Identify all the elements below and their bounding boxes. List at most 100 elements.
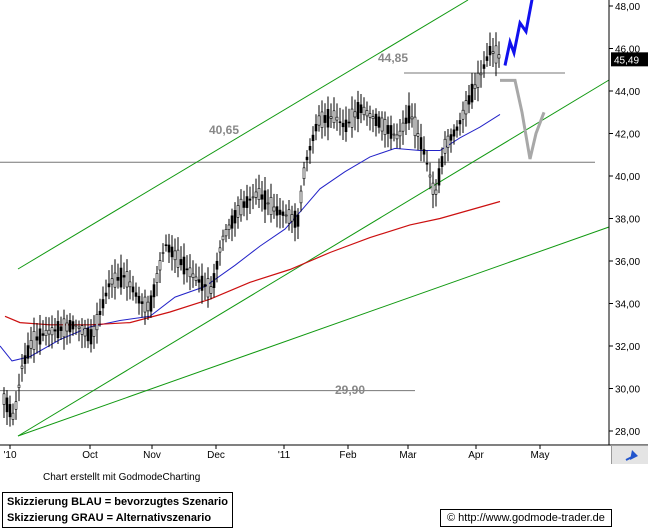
candle-body <box>188 267 192 278</box>
candle-body <box>146 301 150 312</box>
candle-body <box>215 260 219 270</box>
source-link[interactable]: © http://www.godmode-trader.de <box>440 509 612 527</box>
candle-body <box>254 191 258 198</box>
candle-body <box>458 120 462 125</box>
candle-body <box>491 51 495 54</box>
legend-blue: Skizzierung BLAU = bevorzugtes Szenario <box>7 496 228 508</box>
candle-body <box>38 328 42 345</box>
candle-body <box>341 122 345 128</box>
y-tick-label: 38,00 <box>615 215 640 226</box>
candle-body <box>281 211 285 216</box>
y-tick-label: 36,00 <box>615 257 640 268</box>
candle-body <box>296 214 300 227</box>
y-tick-label: 28,00 <box>615 427 640 438</box>
candle-body <box>74 324 78 327</box>
candle-body <box>431 182 435 195</box>
candle-body <box>362 106 366 116</box>
candle-body <box>233 210 237 224</box>
candle-body <box>203 284 207 287</box>
level-label: 44,85 <box>378 51 408 65</box>
candle-body <box>257 188 261 200</box>
candle-body <box>101 299 105 309</box>
candle-body <box>467 95 471 105</box>
candle-body <box>407 105 411 124</box>
candle-body <box>314 123 318 132</box>
candle-body <box>98 310 102 315</box>
candle-body <box>107 283 111 288</box>
candle-body <box>161 252 165 254</box>
candle-body <box>239 198 243 216</box>
candle-body <box>353 111 357 118</box>
candle-body <box>434 189 438 195</box>
candle-body <box>26 345 30 359</box>
candle-body <box>218 247 222 253</box>
candle-body <box>332 110 336 123</box>
candle-body <box>356 102 360 120</box>
candle-body <box>461 109 465 120</box>
candle-body <box>140 301 144 304</box>
candle-body <box>89 329 93 345</box>
candle-body <box>425 162 429 165</box>
candle-body <box>227 224 231 230</box>
candle-body <box>185 268 189 271</box>
candle-body <box>152 284 156 298</box>
candle-body <box>77 326 81 329</box>
chart-tool-button[interactable] <box>611 445 648 464</box>
y-tick-label: 34,00 <box>615 300 640 311</box>
candle-body <box>335 116 339 121</box>
candle-body <box>242 201 246 208</box>
candle-body <box>44 329 48 336</box>
level-label: 29,90 <box>335 383 365 397</box>
candle-body <box>377 116 381 128</box>
candle-body <box>290 214 294 222</box>
candle-body <box>422 149 426 155</box>
candle-body <box>437 168 441 186</box>
trend-line <box>17 79 610 437</box>
candle-body <box>149 295 153 312</box>
candle-body <box>248 198 252 201</box>
candle-body <box>173 250 177 261</box>
candle-body <box>131 286 135 293</box>
candle-body <box>224 229 228 237</box>
candle-body <box>389 125 393 139</box>
candle-body <box>65 322 69 332</box>
candle-body <box>110 278 114 285</box>
candle-body <box>56 321 60 339</box>
candle-body <box>293 210 297 228</box>
candle-body <box>20 365 24 369</box>
y-tick-label: 44,00 <box>615 87 640 98</box>
candle-body <box>119 267 123 288</box>
candle-body <box>206 278 210 298</box>
candle-body <box>347 121 351 124</box>
preferred-scenario-path <box>503 0 534 66</box>
y-tick-label: 40,00 <box>615 172 640 183</box>
candle-body <box>476 72 480 88</box>
candle-body <box>170 246 174 258</box>
candle-body <box>365 110 369 117</box>
candle-body <box>41 333 45 336</box>
candle-body <box>473 84 477 89</box>
candle-body <box>47 329 51 335</box>
candle-body <box>386 125 390 134</box>
candle-body <box>278 209 282 215</box>
candle-body <box>95 314 99 331</box>
candle-body <box>383 119 387 135</box>
candle-body <box>470 83 474 103</box>
candle-body <box>419 137 423 150</box>
candle-body <box>494 45 498 64</box>
x-tick-label: Dec <box>207 450 225 461</box>
candle-body <box>338 121 342 124</box>
candle-body <box>230 215 234 229</box>
candle-body <box>104 292 108 297</box>
candle-body <box>251 196 255 199</box>
candle-body <box>380 117 384 132</box>
candle-body <box>191 273 195 278</box>
candle-body <box>308 146 312 151</box>
candle-body <box>401 122 405 132</box>
candle-body <box>125 271 129 288</box>
candle-body <box>410 116 414 120</box>
candle-body <box>329 116 333 119</box>
candle-body <box>2 393 6 405</box>
candle-body <box>143 296 147 313</box>
